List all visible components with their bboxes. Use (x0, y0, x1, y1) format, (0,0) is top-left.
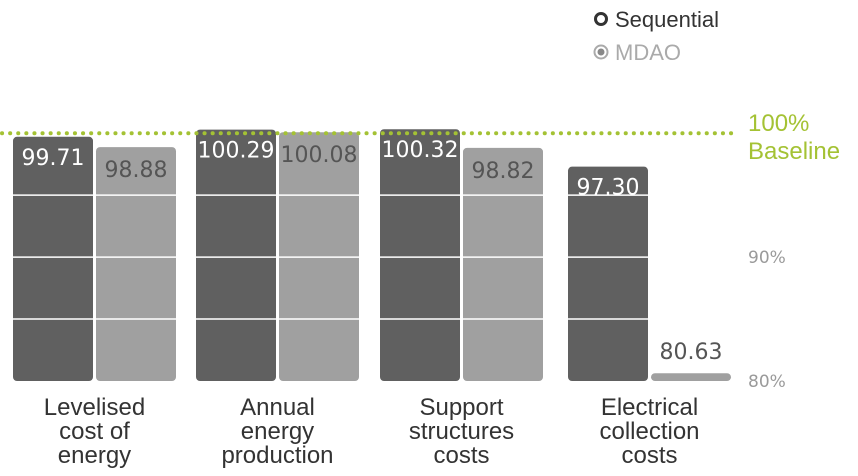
bar-sequential-0 (13, 136, 93, 381)
legend-marker-mdao (597, 48, 605, 56)
baseline-label-percent: 100% (748, 110, 809, 137)
category-label-0-0: Levelised (44, 394, 145, 421)
category-label-2-0: Support (419, 394, 503, 421)
category-label-3-1: collection (599, 418, 699, 445)
value-label-sequential-1: 100.29 (198, 139, 275, 164)
legend: Sequential MDAO (593, 7, 719, 65)
baseline-label-text: Baseline (748, 138, 840, 165)
bar-mdao-0 (96, 147, 176, 381)
bar-sequential-3 (568, 166, 648, 381)
data-labels: 99.71 98.88 100.29 100.08 100.32 98.82 97.30 80… (22, 138, 723, 365)
y-tick-label-0: 80% (748, 372, 786, 392)
legend-label-sequential: Sequential (615, 7, 719, 32)
category-label-2-1: structures (409, 418, 514, 445)
value-label-mdao-0: 98.88 (105, 158, 168, 183)
legend-label-mdao: MDAO (615, 40, 681, 65)
category-label-3-2: costs (621, 442, 677, 469)
value-label-sequential-2: 100.32 (382, 138, 459, 163)
value-label-mdao-2: 98.82 (472, 159, 535, 184)
category-label-0-1: cost of (59, 418, 130, 445)
bar-sequential-2 (380, 129, 460, 381)
value-label-sequential-0: 99.71 (22, 146, 85, 171)
baseline: 100%Baseline (0, 110, 840, 165)
value-label-mdao-3: 80.63 (660, 340, 723, 365)
gridlines (0, 194, 735, 320)
value-label-sequential-3: 97.30 (577, 176, 640, 201)
category-label-2-2: costs (433, 442, 489, 469)
category-label-1-0: Annual (240, 394, 315, 421)
legend-marker-sequential (594, 12, 608, 26)
category-label-3-0: Electrical (601, 394, 698, 421)
category-label-0-2: energy (58, 442, 131, 469)
value-label-mdao-1: 100.08 (281, 143, 358, 168)
bar-mdao-3 (651, 373, 731, 381)
category-label-1-2: production (221, 442, 333, 469)
bar-sequential-1 (196, 129, 276, 381)
y-tick-label-1: 90% (748, 248, 786, 268)
y-axis-ticks: 80% 90% (748, 248, 786, 392)
bar-mdao-2 (463, 147, 543, 381)
category-label-1-1: energy (241, 418, 314, 445)
